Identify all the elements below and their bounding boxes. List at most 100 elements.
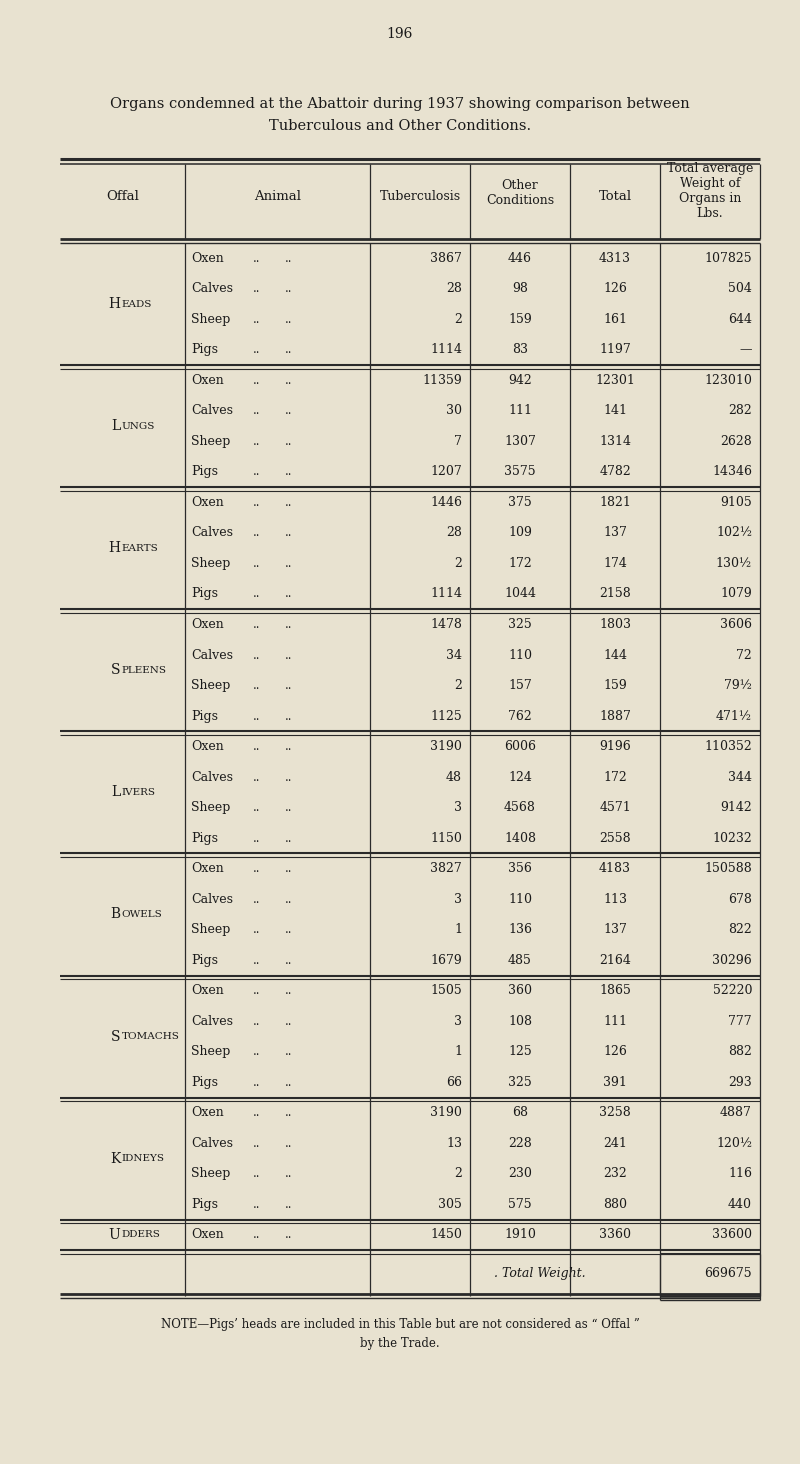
Text: 325: 325	[508, 618, 532, 631]
Text: PLEENS: PLEENS	[122, 666, 166, 675]
Text: 124: 124	[508, 770, 532, 783]
Text: Sheep: Sheep	[191, 313, 230, 326]
Text: IVERS: IVERS	[122, 788, 155, 796]
Text: ..: ..	[285, 649, 293, 662]
Text: 10232: 10232	[712, 832, 752, 845]
Text: Tuberculosis: Tuberculosis	[379, 190, 461, 203]
Text: 9142: 9142	[720, 801, 752, 814]
Text: 130½: 130½	[716, 556, 752, 569]
Text: 33600: 33600	[712, 1228, 752, 1241]
Text: ..: ..	[285, 984, 293, 997]
Text: Pigs: Pigs	[191, 953, 218, 966]
Text: 144: 144	[603, 649, 627, 662]
Text: Sheep: Sheep	[191, 1167, 230, 1180]
Text: ..: ..	[285, 1167, 293, 1180]
Text: 4313: 4313	[599, 252, 631, 265]
Text: 2: 2	[454, 556, 462, 569]
Text: 83: 83	[512, 344, 528, 356]
Text: 3258: 3258	[599, 1107, 631, 1120]
Text: 98: 98	[512, 283, 528, 296]
Text: 504: 504	[728, 283, 752, 296]
Text: Oxen: Oxen	[191, 1107, 224, 1120]
Text: Calves: Calves	[191, 404, 233, 417]
Text: 14346: 14346	[712, 466, 752, 479]
Text: 1125: 1125	[430, 710, 462, 723]
Text: 575: 575	[508, 1198, 532, 1211]
Text: ..: ..	[285, 679, 293, 692]
Text: 110: 110	[508, 649, 532, 662]
Text: 3606: 3606	[720, 618, 752, 631]
Text: ..: ..	[285, 313, 293, 326]
Text: 9105: 9105	[720, 496, 752, 509]
Text: 159: 159	[603, 679, 627, 692]
Text: 141: 141	[603, 404, 627, 417]
Text: 2164: 2164	[599, 953, 631, 966]
Text: ..: ..	[253, 283, 261, 296]
Text: Tuberculous and Other Conditions.: Tuberculous and Other Conditions.	[269, 119, 531, 133]
Text: B: B	[110, 908, 121, 921]
Text: 110352: 110352	[704, 741, 752, 752]
Text: ..: ..	[253, 679, 261, 692]
Text: S: S	[111, 663, 121, 678]
Text: ..: ..	[285, 373, 293, 386]
Text: 1478: 1478	[430, 618, 462, 631]
Text: Calves: Calves	[191, 770, 233, 783]
Text: ..: ..	[285, 344, 293, 356]
Text: ..: ..	[285, 252, 293, 265]
Text: 1044: 1044	[504, 587, 536, 600]
Text: ..: ..	[253, 893, 261, 906]
Text: 1314: 1314	[599, 435, 631, 448]
Text: ..: ..	[253, 527, 261, 539]
Text: ..: ..	[253, 649, 261, 662]
Text: ..: ..	[285, 924, 293, 937]
Text: 1803: 1803	[599, 618, 631, 631]
Text: ..: ..	[285, 618, 293, 631]
Text: ..: ..	[285, 1198, 293, 1211]
Text: 3827: 3827	[430, 862, 462, 875]
Text: 1408: 1408	[504, 832, 536, 845]
Text: ..: ..	[285, 1045, 293, 1058]
Text: 3: 3	[454, 893, 462, 906]
Text: 34: 34	[446, 649, 462, 662]
Text: 3190: 3190	[430, 1107, 462, 1120]
Text: UNGS: UNGS	[122, 422, 155, 430]
Text: ..: ..	[285, 1015, 293, 1028]
Text: 228: 228	[508, 1138, 532, 1149]
Text: 107825: 107825	[704, 252, 752, 265]
Text: 108: 108	[508, 1015, 532, 1028]
Text: 3: 3	[454, 801, 462, 814]
Text: 111: 111	[603, 1015, 627, 1028]
Text: Pigs: Pigs	[191, 587, 218, 600]
Text: Calves: Calves	[191, 649, 233, 662]
Text: 282: 282	[728, 404, 752, 417]
Text: 1887: 1887	[599, 710, 631, 723]
Text: 174: 174	[603, 556, 627, 569]
Text: 159: 159	[508, 313, 532, 326]
Text: ..: ..	[285, 466, 293, 479]
Text: 66: 66	[446, 1076, 462, 1089]
Text: 375: 375	[508, 496, 532, 509]
Text: 1679: 1679	[430, 953, 462, 966]
Text: Pigs: Pigs	[191, 1076, 218, 1089]
Text: ..: ..	[253, 1167, 261, 1180]
Text: 196: 196	[387, 26, 413, 41]
Text: 7: 7	[454, 435, 462, 448]
Text: Calves: Calves	[191, 893, 233, 906]
Text: ..: ..	[285, 1228, 293, 1241]
Text: NOTE—Pigs’ heads are included in this Table but are not considered as “ Offal ”
: NOTE—Pigs’ heads are included in this Ta…	[161, 1318, 639, 1350]
Text: 125: 125	[508, 1045, 532, 1058]
Text: H: H	[109, 297, 121, 310]
Text: Sheep: Sheep	[191, 1045, 230, 1058]
Text: 669675: 669675	[704, 1266, 752, 1280]
Text: ..: ..	[253, 1138, 261, 1149]
Text: ..: ..	[253, 496, 261, 509]
Text: 111: 111	[508, 404, 532, 417]
Text: 172: 172	[508, 556, 532, 569]
Text: Oxen: Oxen	[191, 252, 224, 265]
Text: Sheep: Sheep	[191, 924, 230, 937]
Text: 109: 109	[508, 527, 532, 539]
Text: TOMACHS: TOMACHS	[122, 1032, 179, 1041]
Text: ..: ..	[285, 404, 293, 417]
Text: Oxen: Oxen	[191, 984, 224, 997]
Text: 1505: 1505	[430, 984, 462, 997]
